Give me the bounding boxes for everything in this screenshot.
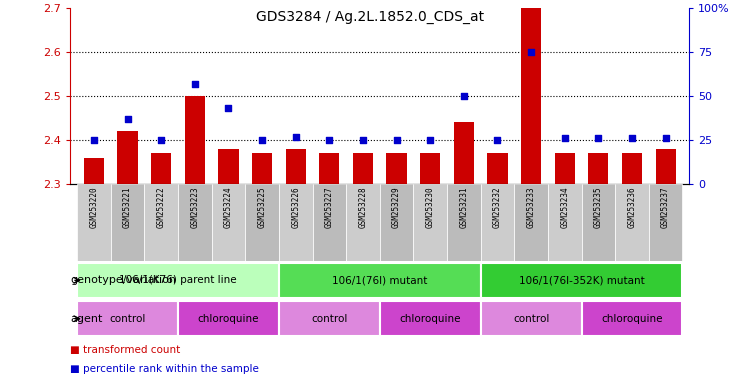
Bar: [84, 158, 104, 184]
Point: [659, 135, 671, 141]
Text: GSM253237: GSM253237: [661, 187, 670, 228]
Bar: [110, 184, 144, 261]
Text: control: control: [513, 314, 549, 324]
Text: chloroquine: chloroquine: [601, 314, 662, 324]
Text: chloroquine: chloroquine: [399, 314, 461, 324]
Point: [222, 105, 234, 111]
Text: GSM253222: GSM253222: [156, 187, 166, 228]
Bar: [245, 184, 279, 261]
Text: 106/1(K76) parent line: 106/1(K76) parent line: [119, 275, 237, 285]
Bar: [413, 184, 447, 261]
Point: [290, 134, 302, 140]
Bar: [118, 131, 138, 184]
Bar: [548, 184, 582, 261]
Point: [357, 137, 369, 143]
Point: [391, 137, 402, 143]
Bar: [380, 184, 413, 261]
Bar: [285, 149, 306, 184]
Bar: [77, 301, 178, 336]
Text: GSM253231: GSM253231: [459, 187, 468, 228]
Bar: [387, 153, 407, 184]
Text: GSM253233: GSM253233: [527, 187, 536, 228]
Point: [88, 137, 100, 143]
Text: GSM253224: GSM253224: [224, 187, 233, 228]
Bar: [656, 149, 676, 184]
Text: GSM253227: GSM253227: [325, 187, 334, 228]
Bar: [346, 184, 379, 261]
Bar: [353, 153, 373, 184]
Text: GSM253226: GSM253226: [291, 187, 300, 228]
Bar: [588, 153, 608, 184]
Text: chloroquine: chloroquine: [198, 314, 259, 324]
Bar: [319, 153, 339, 184]
Point: [122, 116, 133, 122]
Text: GSM253232: GSM253232: [493, 187, 502, 228]
Bar: [279, 184, 313, 261]
Bar: [622, 153, 642, 184]
Text: control: control: [110, 314, 146, 324]
Bar: [420, 153, 440, 184]
Bar: [185, 96, 205, 184]
Point: [525, 49, 537, 55]
Point: [559, 135, 571, 141]
Bar: [252, 153, 272, 184]
Bar: [447, 184, 481, 261]
Text: GDS3284 / Ag.2L.1852.0_CDS_at: GDS3284 / Ag.2L.1852.0_CDS_at: [256, 10, 485, 23]
Bar: [453, 122, 474, 184]
Text: control: control: [311, 314, 348, 324]
Text: GSM253223: GSM253223: [190, 187, 199, 228]
Text: GSM253235: GSM253235: [594, 187, 603, 228]
Bar: [582, 184, 615, 261]
Text: GSM253234: GSM253234: [560, 187, 569, 228]
Bar: [481, 184, 514, 261]
Text: GSM253230: GSM253230: [425, 187, 435, 228]
Text: ■ percentile rank within the sample: ■ percentile rank within the sample: [70, 364, 259, 374]
Bar: [615, 184, 649, 261]
Text: 106/1(76I) mutant: 106/1(76I) mutant: [332, 275, 428, 285]
Bar: [554, 153, 575, 184]
Bar: [178, 301, 279, 336]
Text: GSM253221: GSM253221: [123, 187, 132, 228]
Bar: [488, 153, 508, 184]
Bar: [279, 263, 481, 298]
Bar: [649, 184, 682, 261]
Text: genotype/variation: genotype/variation: [70, 275, 177, 285]
Text: agent: agent: [70, 314, 103, 324]
Text: GSM253220: GSM253220: [90, 187, 99, 228]
Point: [189, 81, 201, 87]
Text: GSM253229: GSM253229: [392, 187, 401, 228]
Point: [592, 135, 604, 141]
Bar: [178, 184, 212, 261]
Text: ■ transformed count: ■ transformed count: [70, 345, 181, 355]
Bar: [481, 263, 682, 298]
Point: [425, 137, 436, 143]
Bar: [77, 263, 279, 298]
Point: [491, 137, 503, 143]
Text: GSM253228: GSM253228: [359, 187, 368, 228]
Bar: [514, 184, 548, 261]
Bar: [219, 149, 239, 184]
Point: [323, 137, 335, 143]
Text: GSM253225: GSM253225: [258, 187, 267, 228]
Bar: [582, 301, 682, 336]
Bar: [77, 184, 110, 261]
Bar: [279, 301, 380, 336]
Bar: [481, 301, 582, 336]
Bar: [212, 184, 245, 261]
Bar: [521, 8, 541, 184]
Point: [458, 93, 470, 99]
Text: GSM253236: GSM253236: [628, 187, 637, 228]
Bar: [144, 184, 178, 261]
Bar: [151, 153, 171, 184]
Point: [626, 135, 638, 141]
Bar: [380, 301, 481, 336]
Point: [156, 137, 167, 143]
Text: 106/1(76I-352K) mutant: 106/1(76I-352K) mutant: [519, 275, 645, 285]
Bar: [313, 184, 346, 261]
Point: [256, 137, 268, 143]
